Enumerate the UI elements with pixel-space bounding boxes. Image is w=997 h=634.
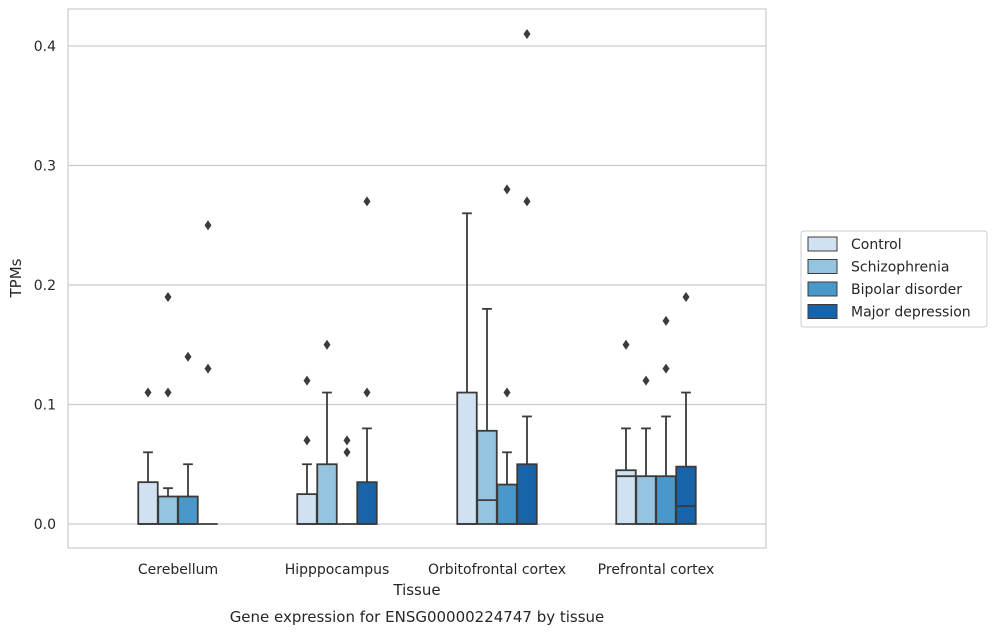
outlier-point bbox=[503, 387, 511, 398]
box-group bbox=[496, 184, 518, 525]
outlier-point bbox=[144, 387, 152, 398]
outlier-point bbox=[303, 375, 311, 386]
box-group bbox=[635, 375, 657, 525]
gridlines bbox=[68, 45, 766, 525]
outlier-point bbox=[164, 387, 172, 398]
box bbox=[675, 465, 697, 525]
legend-label: Schizophrenia bbox=[851, 260, 949, 276]
box-group bbox=[137, 387, 159, 525]
outlier-point bbox=[363, 387, 371, 398]
outlier-point bbox=[303, 435, 311, 446]
box-group bbox=[456, 212, 478, 525]
plot-frame bbox=[67, 8, 767, 549]
outlier-point bbox=[363, 196, 371, 207]
box bbox=[476, 429, 498, 525]
chart-caption: Gene expression for ENSG00000224747 by t… bbox=[230, 608, 605, 626]
x-tick-label: Orbitofrontal cortex bbox=[428, 562, 566, 578]
box-group bbox=[296, 375, 318, 525]
x-tick-label: Prefrontal cortex bbox=[598, 562, 715, 578]
box bbox=[655, 475, 677, 525]
box-group bbox=[516, 29, 538, 525]
outlier-point bbox=[523, 29, 531, 40]
box bbox=[496, 483, 518, 525]
box bbox=[615, 469, 637, 525]
legend-frame bbox=[800, 230, 988, 328]
outlier-point bbox=[204, 363, 212, 374]
y-tick-label: 0.2 bbox=[34, 278, 56, 294]
outlier-point bbox=[642, 375, 650, 386]
legend-swatch bbox=[807, 259, 838, 274]
box-group bbox=[177, 351, 199, 525]
x-tick-labels: Cerebellum Hipppocampus Orbitofrontal cort… bbox=[138, 562, 714, 578]
outlier-point bbox=[343, 435, 351, 446]
outlier-point bbox=[662, 363, 670, 374]
outlier-point bbox=[662, 315, 670, 326]
box-group bbox=[675, 291, 697, 525]
outlier-point bbox=[204, 220, 212, 231]
box-group bbox=[476, 307, 498, 525]
y-tick-label: 0.0 bbox=[34, 517, 56, 533]
outlier-point bbox=[184, 351, 192, 362]
box bbox=[157, 495, 179, 525]
legend-swatch bbox=[807, 304, 838, 319]
box bbox=[177, 495, 199, 525]
outlier-point bbox=[323, 339, 331, 350]
legend: Control Schizophrenia Bipolar disorder Majo… bbox=[800, 230, 988, 328]
box-group bbox=[157, 291, 179, 525]
boxes bbox=[137, 29, 697, 525]
box bbox=[456, 391, 478, 525]
legend-label: Bipolar disorder bbox=[851, 282, 962, 298]
outlier-point bbox=[343, 447, 351, 458]
legend-swatch bbox=[807, 236, 838, 252]
box bbox=[316, 463, 338, 525]
x-axis-label: Tissue bbox=[392, 581, 440, 599]
box-group bbox=[316, 339, 338, 525]
box-group bbox=[655, 315, 677, 525]
outlier-point bbox=[523, 196, 531, 207]
outlier-point bbox=[682, 291, 690, 302]
box-group bbox=[198, 220, 218, 525]
box-group bbox=[337, 435, 357, 525]
legend-swatch bbox=[807, 281, 838, 297]
x-tick-label: Hipppocampus bbox=[285, 562, 390, 578]
y-tick-labels: 0.0 0.1 0.2 0.3 0.4 bbox=[34, 39, 56, 533]
box bbox=[356, 481, 378, 525]
x-tick-label: Cerebellum bbox=[138, 562, 218, 578]
legend-label: Major depression bbox=[851, 305, 971, 321]
y-axis-label: TPMs bbox=[7, 258, 25, 298]
box bbox=[516, 463, 538, 525]
outlier-point bbox=[622, 339, 630, 350]
y-tick-label: 0.3 bbox=[34, 159, 56, 175]
legend-label: Control bbox=[851, 237, 902, 253]
box bbox=[635, 475, 657, 525]
box-group bbox=[356, 196, 378, 525]
outlier-point bbox=[503, 184, 511, 195]
box-group bbox=[615, 339, 637, 525]
box bbox=[296, 493, 318, 525]
y-tick-label: 0.4 bbox=[34, 39, 56, 55]
y-tick-label: 0.1 bbox=[34, 398, 56, 414]
outlier-point bbox=[164, 291, 172, 302]
box bbox=[137, 481, 159, 525]
